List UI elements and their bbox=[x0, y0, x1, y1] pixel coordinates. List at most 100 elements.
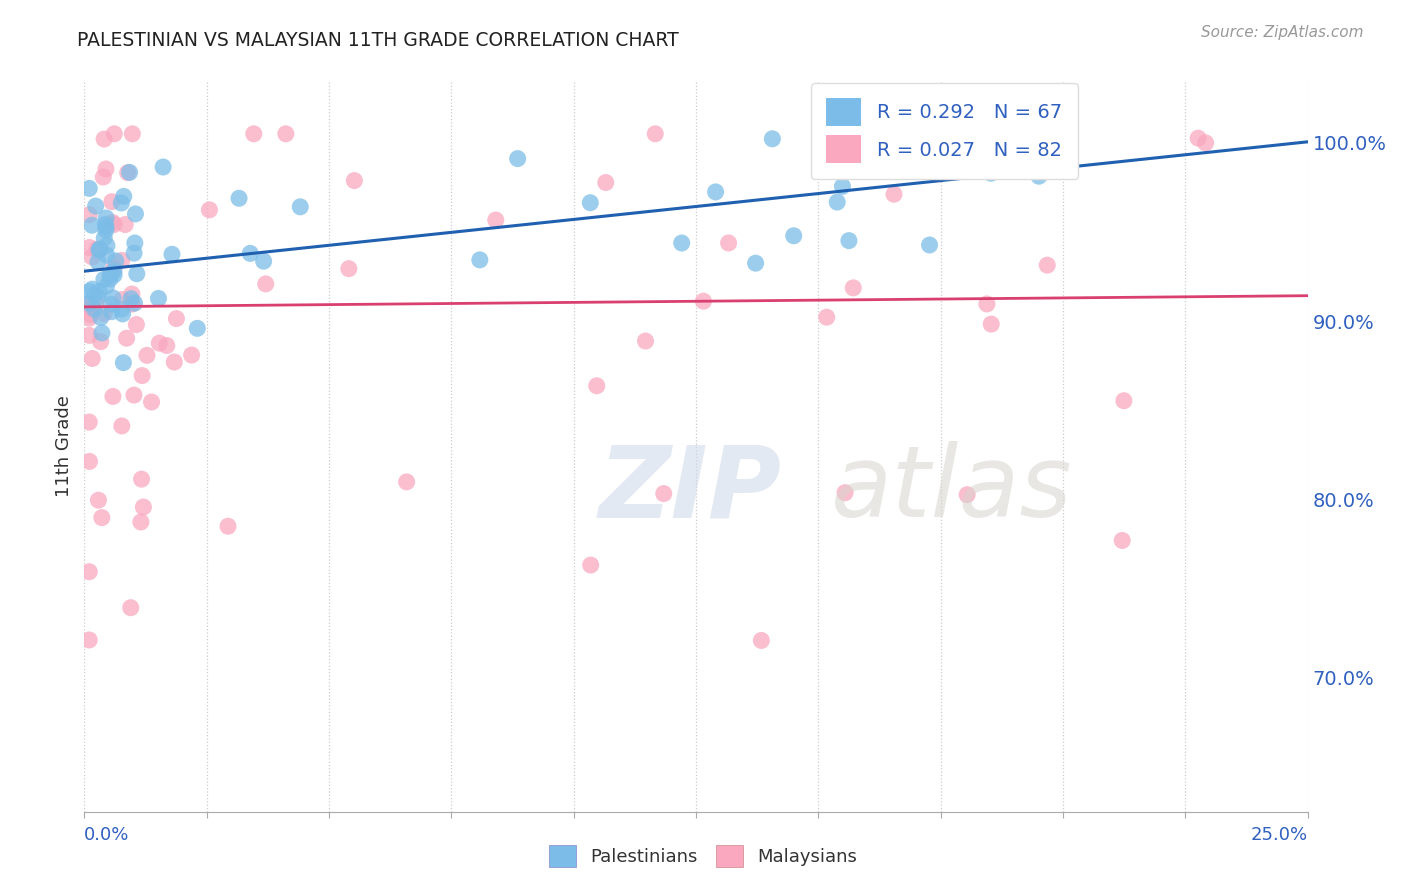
Point bbox=[228, 191, 250, 205]
Point bbox=[80, 250, 103, 264]
Point bbox=[186, 321, 208, 335]
Text: 0.0%: 0.0% bbox=[84, 826, 129, 844]
Point bbox=[100, 297, 122, 311]
Point bbox=[101, 389, 124, 403]
Point bbox=[111, 419, 134, 434]
Point bbox=[395, 475, 418, 489]
Point bbox=[100, 304, 122, 318]
Point bbox=[103, 127, 125, 141]
Point bbox=[1187, 131, 1209, 145]
Point bbox=[98, 268, 121, 282]
Point bbox=[579, 195, 602, 210]
Point bbox=[101, 194, 124, 209]
Point bbox=[82, 282, 104, 296]
Point bbox=[749, 633, 772, 648]
Point bbox=[103, 218, 125, 232]
Point bbox=[111, 253, 134, 268]
Point bbox=[98, 272, 121, 286]
Point bbox=[761, 132, 783, 146]
Point bbox=[1194, 136, 1216, 150]
Point bbox=[77, 208, 100, 222]
Point bbox=[834, 485, 856, 500]
Point bbox=[87, 254, 110, 268]
Point bbox=[96, 248, 118, 262]
Point bbox=[1036, 258, 1059, 272]
Point bbox=[83, 288, 105, 302]
Point bbox=[156, 338, 179, 352]
Point bbox=[125, 267, 148, 281]
Point bbox=[110, 196, 132, 211]
Point bbox=[77, 415, 100, 429]
Point bbox=[77, 632, 100, 647]
Point bbox=[163, 355, 186, 369]
Point bbox=[83, 301, 105, 316]
Point bbox=[104, 253, 127, 268]
Point bbox=[644, 127, 666, 141]
Point bbox=[111, 307, 134, 321]
Point bbox=[110, 302, 132, 317]
Legend: Palestinians, Malaysians: Palestinians, Malaysians bbox=[541, 838, 865, 874]
Point bbox=[337, 261, 360, 276]
Point bbox=[253, 254, 276, 268]
Point bbox=[93, 132, 115, 146]
Point bbox=[82, 351, 104, 366]
Point bbox=[506, 152, 529, 166]
Point bbox=[80, 219, 103, 233]
Point bbox=[842, 281, 865, 295]
Text: PALESTINIAN VS MALAYSIAN 11TH GRADE CORRELATION CHART: PALESTINIAN VS MALAYSIAN 11TH GRADE CORR… bbox=[77, 31, 679, 50]
Point bbox=[254, 277, 277, 291]
Point bbox=[93, 231, 115, 245]
Point bbox=[89, 242, 111, 256]
Text: 25.0%: 25.0% bbox=[1250, 826, 1308, 844]
Point bbox=[1028, 169, 1050, 184]
Point bbox=[838, 234, 860, 248]
Point bbox=[118, 165, 141, 179]
Point bbox=[141, 395, 163, 409]
Point bbox=[918, 238, 941, 252]
Point bbox=[239, 246, 262, 260]
Point bbox=[929, 157, 952, 171]
Point bbox=[93, 306, 115, 320]
Point bbox=[86, 290, 108, 304]
Point bbox=[485, 213, 508, 227]
Point bbox=[148, 336, 170, 351]
Point bbox=[77, 285, 100, 299]
Point bbox=[468, 252, 491, 267]
Point bbox=[956, 488, 979, 502]
Point bbox=[87, 493, 110, 508]
Point bbox=[77, 311, 100, 326]
Point bbox=[783, 228, 806, 243]
Point bbox=[132, 500, 155, 514]
Point bbox=[148, 292, 170, 306]
Point bbox=[94, 217, 117, 231]
Point bbox=[87, 243, 110, 257]
Point bbox=[101, 291, 124, 305]
Point bbox=[343, 173, 366, 187]
Point bbox=[91, 169, 114, 184]
Point bbox=[115, 331, 138, 345]
Point bbox=[121, 127, 143, 141]
Point bbox=[704, 185, 727, 199]
Point bbox=[90, 510, 112, 524]
Point bbox=[995, 148, 1018, 162]
Point bbox=[84, 295, 107, 310]
Text: Source: ZipAtlas.com: Source: ZipAtlas.com bbox=[1201, 25, 1364, 40]
Point bbox=[980, 317, 1002, 331]
Point bbox=[77, 181, 100, 195]
Point bbox=[122, 388, 145, 402]
Point bbox=[815, 310, 838, 325]
Point bbox=[111, 293, 134, 307]
Point bbox=[579, 558, 602, 572]
Point bbox=[117, 166, 139, 180]
Point bbox=[94, 219, 117, 234]
Point bbox=[77, 296, 100, 310]
Point bbox=[980, 166, 1002, 180]
Text: ZIP: ZIP bbox=[598, 442, 782, 539]
Point bbox=[825, 195, 848, 210]
Point bbox=[103, 264, 125, 278]
Point bbox=[89, 285, 111, 299]
Point bbox=[79, 308, 101, 322]
Point bbox=[96, 238, 118, 252]
Legend: R = 0.292   N = 67, R = 0.027   N = 82: R = 0.292 N = 67, R = 0.027 N = 82 bbox=[811, 83, 1077, 178]
Point bbox=[122, 246, 145, 260]
